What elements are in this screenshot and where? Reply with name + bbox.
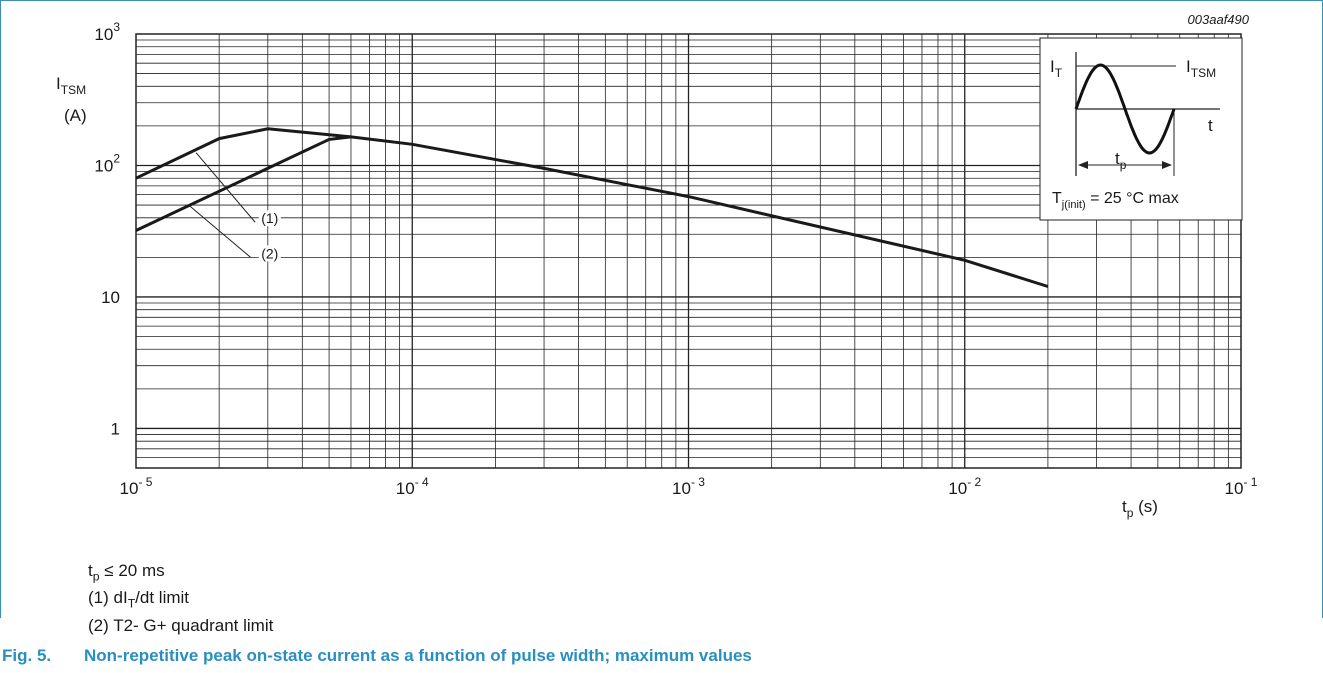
x-tick-label: 10- 2 bbox=[948, 475, 981, 498]
y-tick-labels: 1 10 102 103 bbox=[94, 20, 120, 438]
y-tick-label: 103 bbox=[94, 20, 120, 44]
figure-code: 003aaf490 bbox=[1187, 12, 1249, 27]
x-tick-labels: 10- 5 10- 4 10- 3 10- 2 10- 1 bbox=[120, 475, 1258, 498]
y-tick-label: 10 bbox=[101, 288, 120, 307]
annotation-bg bbox=[258, 210, 281, 227]
plot-border bbox=[135, 33, 1242, 469]
x-tick-label: 10- 3 bbox=[672, 475, 705, 498]
y-tick-label: 1 bbox=[111, 419, 120, 438]
inset-sine-wave bbox=[1074, 63, 1176, 155]
caption-number: Fig. 5. bbox=[2, 646, 52, 665]
inset-it-label: IT bbox=[1050, 57, 1063, 80]
series-line-1 bbox=[135, 127, 1049, 288]
y-axis-label: ITSM bbox=[56, 74, 86, 97]
inset-waveform-box: IT ITSM t tp Tj(init) = 25 °C max bbox=[1039, 37, 1243, 221]
figure-caption: Fig. 5. Non-repetitive peak on-state curr… bbox=[2, 646, 752, 666]
y-axis-unit: (A) bbox=[64, 106, 87, 125]
inset-t-label: t bbox=[1208, 116, 1213, 135]
frame-left bbox=[0, 0, 1, 618]
annotation-leader bbox=[188, 204, 251, 258]
x-tick-label: 10- 1 bbox=[1225, 475, 1258, 498]
annotation-bg bbox=[258, 245, 281, 262]
notes: tp ≤ 20 ms (1) dIT/dt limit (2) T2- G+ q… bbox=[88, 560, 273, 637]
annotation-leader bbox=[195, 152, 256, 223]
inset-itsm-label: ITSM bbox=[1186, 57, 1216, 80]
x-tick-label: 10- 4 bbox=[396, 475, 429, 498]
note-tp-condition: tp ≤ 20 ms bbox=[88, 561, 165, 584]
x-axis-label: tp (s) bbox=[1122, 497, 1158, 520]
annotation-label: (2) bbox=[261, 245, 278, 261]
y-tick-label: 102 bbox=[94, 151, 120, 175]
annotations: (1) (2) bbox=[188, 152, 281, 262]
note-curve-2: (2) T2- G+ quadrant limit bbox=[88, 615, 274, 635]
inset-tp-label: tp bbox=[1115, 149, 1127, 172]
x-tick-label: 10- 5 bbox=[120, 475, 153, 498]
note-curve-1: (1) dIT/dt limit bbox=[88, 588, 190, 611]
caption-text: Non-repetitive peak on-state current as … bbox=[84, 646, 752, 665]
series-group bbox=[135, 127, 1049, 288]
series-line-2 bbox=[135, 135, 352, 232]
inset-tj-label: Tj(init) = 25 °C max bbox=[1052, 190, 1179, 211]
annotation-label: (1) bbox=[261, 210, 278, 226]
frame-top bbox=[0, 0, 1323, 1]
